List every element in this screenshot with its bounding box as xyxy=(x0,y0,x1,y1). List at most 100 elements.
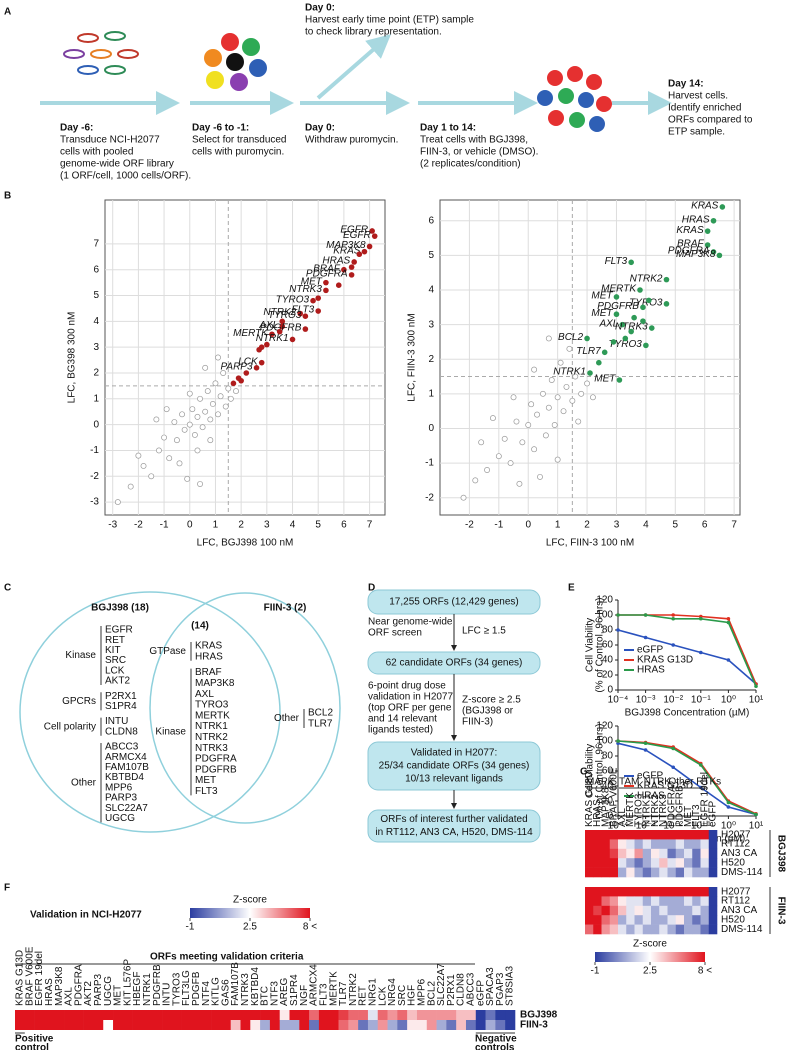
heatmap-cell xyxy=(609,924,619,935)
x-tick-label: 4 xyxy=(290,520,296,531)
gene: FAM107B xyxy=(105,762,149,773)
heatmap-cell xyxy=(338,1010,349,1020)
background-orf xyxy=(575,418,582,425)
colorbar-tick-label: 2.5 xyxy=(643,966,657,977)
heatmap-cell xyxy=(642,905,652,916)
heatmap-cell xyxy=(289,1020,300,1030)
heatmap-cell xyxy=(122,1020,133,1030)
y-tick-label: 7 xyxy=(93,239,99,250)
heatmap-cell xyxy=(240,1010,251,1020)
column-label: BCL2 xyxy=(426,981,437,1006)
venn-title: BGJ398 (18) xyxy=(91,603,149,614)
hit-orf xyxy=(315,295,322,301)
heatmap-cell xyxy=(651,915,660,925)
hit-orf xyxy=(366,243,373,250)
column-label: INTU xyxy=(162,983,173,1006)
hit-label: NTRK2 xyxy=(263,307,296,318)
heatmap-cell xyxy=(601,924,611,935)
y-tick-label: 40 xyxy=(602,655,614,666)
bracket-label: ORFs meeting validation criteria xyxy=(150,952,304,963)
background-orf xyxy=(560,408,567,415)
background-orf xyxy=(531,366,538,373)
control-label: Positive xyxy=(15,1034,54,1045)
y-tick-label: 60 xyxy=(602,640,614,651)
panel-label: A xyxy=(4,7,11,18)
heatmap-cell xyxy=(15,1010,26,1020)
heatmap-cell xyxy=(684,839,693,850)
hit-label: MERTK xyxy=(233,328,269,339)
background-orf xyxy=(222,403,229,410)
column-label: MET xyxy=(683,806,694,827)
gene: KRAS xyxy=(195,641,223,652)
y-tick-label: 120 xyxy=(596,595,613,606)
heatmap-cell xyxy=(675,924,685,935)
column-label: SRC xyxy=(397,985,408,1006)
y-tick-label: 20 xyxy=(602,796,614,807)
heatmap-cell xyxy=(659,867,668,878)
venn-circle xyxy=(149,592,341,824)
y-tick-label: 1 xyxy=(428,388,434,399)
flow-box-text: 25/34 candidate ORFs (34 genes) xyxy=(379,761,530,772)
x-tick-label: 10¹ xyxy=(749,821,764,832)
heatmap-cell xyxy=(634,887,644,897)
heatmap-cell xyxy=(152,1010,163,1020)
heatmap-cell xyxy=(269,1010,281,1020)
row-label: FIIN-3 xyxy=(520,1020,548,1031)
heatmap-cell xyxy=(44,1020,55,1030)
x-tick-label: 10⁻¹ xyxy=(691,695,711,706)
row-label: H520 xyxy=(721,915,745,926)
background-orf xyxy=(566,345,573,352)
hit-orf xyxy=(719,204,726,210)
x-tick-label: -2 xyxy=(465,520,474,531)
column-label: AXL xyxy=(64,987,75,1006)
background-orf xyxy=(516,480,523,487)
data-point xyxy=(643,613,648,617)
plot-frame xyxy=(439,199,741,516)
x-tick-label: 10⁰ xyxy=(721,695,736,706)
x-tick-label: 5 xyxy=(315,520,321,531)
background-orf xyxy=(155,447,162,454)
colorbar xyxy=(595,952,705,962)
gene-category: GTPase xyxy=(149,646,186,657)
heatmap-cell xyxy=(485,1020,496,1030)
heatmap-cell xyxy=(675,858,685,868)
heatmap-cell xyxy=(634,830,644,840)
hit-label: NTRK3 xyxy=(615,322,648,333)
background-orf xyxy=(572,373,579,380)
heatmap-cell xyxy=(601,905,611,916)
column-label: KITLG xyxy=(211,977,222,1006)
heatmap-cell xyxy=(700,905,710,916)
gene: HRAS xyxy=(195,651,223,662)
heatmap-cell xyxy=(609,887,619,897)
heatmap-cell xyxy=(692,839,701,850)
hit-orf xyxy=(613,311,620,318)
heatmap-cell xyxy=(181,1020,192,1030)
heatmap-cell xyxy=(708,839,718,850)
heatmap-cell xyxy=(667,896,677,907)
column-label: TYRO3 xyxy=(171,972,182,1006)
heatmap-cell xyxy=(585,830,594,840)
heatmap-cell xyxy=(692,858,701,868)
column-label: MPP6 xyxy=(417,978,428,1006)
heatmap-cell xyxy=(700,896,710,907)
hit-orf xyxy=(356,251,363,258)
step-text: FIIN-3, or vehicle (DMSO). xyxy=(420,147,538,158)
heatmap-cell xyxy=(465,1010,477,1020)
background-orf xyxy=(557,359,564,366)
column-label: TLR7 xyxy=(338,981,349,1006)
column-label: BTC xyxy=(260,986,271,1006)
column-label: HRAS xyxy=(44,978,55,1006)
hit-label: HRAS xyxy=(682,214,710,225)
heatmap-cell xyxy=(162,1010,173,1020)
background-orf xyxy=(525,422,532,428)
background-orf xyxy=(191,432,198,438)
heatmap-cell xyxy=(684,848,693,859)
heatmap-cell xyxy=(142,1020,153,1030)
background-orf xyxy=(569,397,576,404)
heatmap-cell xyxy=(659,896,668,907)
heatmap-cell xyxy=(113,1020,124,1030)
heatmap-cell xyxy=(684,924,693,935)
background-orf xyxy=(545,404,552,411)
heatmap-cell xyxy=(93,1020,104,1030)
hit-orf xyxy=(663,276,670,283)
